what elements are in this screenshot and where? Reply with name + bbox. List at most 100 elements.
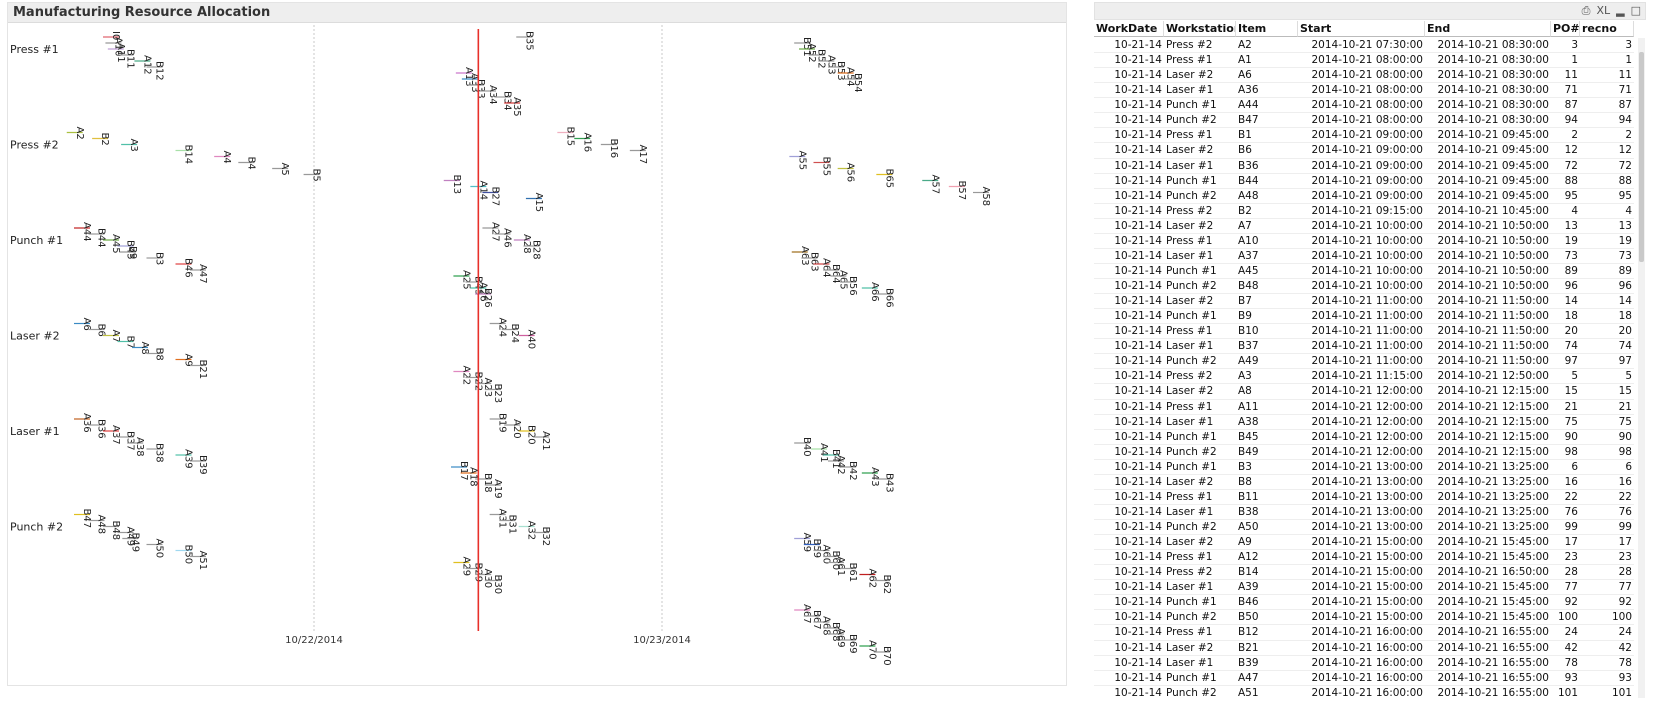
table-row[interactable]: 10-21-14 Punch #1 B3 2014-10-21 13:00:00 201… [1094, 460, 1634, 475]
table-row[interactable]: 10-21-14 Punch #2 B49 2014-10-21 12:00:00 20… [1094, 445, 1634, 460]
table-row[interactable]: 10-21-14 Press #1 B11 2014-10-21 13:00:00 20… [1094, 490, 1634, 505]
table-row[interactable]: 10-21-14 Punch #2 A51 2014-10-21 16:00:00 20… [1094, 686, 1634, 698]
table-cell: 2014-10-21 11:50:00 [1437, 325, 1549, 338]
table-row[interactable]: 10-21-14 Punch #2 A48 2014-10-21 09:00:00 20… [1094, 189, 1634, 204]
column-header-workdate[interactable]: WorkDate [1094, 21, 1164, 37]
table-cell: 10-21-14 [1114, 521, 1162, 533]
column-header-start[interactable]: Start [1298, 21, 1425, 37]
table-row[interactable]: 10-21-14 Punch #2 A50 2014-10-21 13:00:00 20… [1094, 520, 1634, 536]
task-label: B31 [506, 515, 517, 535]
table-cell: 2014-10-21 13:25:00 [1437, 460, 1549, 473]
table-row[interactable]: 10-21-14 Laser #1 A39 2014-10-21 15:00:00 20… [1094, 580, 1634, 596]
table-row[interactable]: 10-21-14 Laser #1 B37 2014-10-21 11:00:00 20… [1094, 339, 1634, 355]
table-row[interactable]: 10-21-14 Press #1 B10 2014-10-21 11:00:00 20… [1094, 324, 1634, 340]
table-row[interactable]: 10-21-14 Punch #1 B44 2014-10-21 09:00:00 20… [1094, 174, 1634, 189]
table-row[interactable]: 10-21-14 Laser #2 A9 2014-10-21 15:00:00 201… [1094, 535, 1634, 551]
table-cell: 12 [1564, 144, 1578, 157]
table-body[interactable]: 10-21-14 Press #2 A2 2014-10-21 07:30:00 201… [1094, 38, 1634, 698]
task-label: B66 [883, 288, 894, 308]
table-cell: 23 [1618, 551, 1632, 564]
table-cell: 2014-10-21 09:45:00 [1437, 174, 1549, 187]
table-row[interactable]: 10-21-14 Laser #1 A38 2014-10-21 12:00:00 20… [1094, 415, 1634, 430]
table-cell: 2014-10-21 16:55:00 [1437, 686, 1549, 698]
table-row[interactable]: 10-21-14 Punch #1 A44 2014-10-21 08:00:00 20… [1094, 98, 1634, 114]
minimize-icon[interactable]: ▂ [1616, 4, 1625, 17]
task-label: A56 [845, 163, 856, 183]
table-row[interactable]: 10-21-14 Punch #1 B9 2014-10-21 11:00:00 201… [1094, 309, 1634, 325]
table-row[interactable]: 10-21-14 Laser #1 B38 2014-10-21 13:00:00 20… [1094, 505, 1634, 520]
table-row[interactable]: 10-21-14 Punch #2 B48 2014-10-21 10:00:00 20… [1094, 279, 1634, 295]
print-icon[interactable]: ⎙ [1581, 4, 1591, 17]
table-row[interactable]: 10-21-14 Press #1 A12 2014-10-21 15:00:00 20… [1094, 550, 1634, 566]
table-row[interactable]: 10-21-14 Laser #1 B36 2014-10-21 09:00:00 20… [1094, 159, 1634, 174]
table-cell: 76 [1618, 505, 1632, 518]
table-cell: A10 [1238, 234, 1259, 247]
table-row[interactable]: 10-21-14 Press #1 A10 2014-10-21 10:00:00 20… [1094, 234, 1634, 249]
task-label: B5 [311, 169, 322, 182]
task-label: B8 [154, 348, 165, 361]
table-row[interactable]: 10-21-14 Laser #2 B21 2014-10-21 16:00:00 20… [1094, 641, 1634, 656]
table-cell: 10-21-14 [1114, 596, 1162, 609]
table-scrollbar[interactable] [1638, 38, 1645, 698]
table-row[interactable]: 10-21-14 Laser #1 B39 2014-10-21 16:00:00 20… [1094, 656, 1634, 671]
table-row[interactable]: 10-21-14 Punch #1 B45 2014-10-21 12:00:00 20… [1094, 430, 1634, 445]
task-label: B18 [482, 473, 493, 493]
table-row[interactable]: 10-21-14 Press #2 A3 2014-10-21 11:15:00 201… [1094, 369, 1634, 385]
table-cell: 74 [1564, 340, 1578, 353]
table-cell: 4 [1625, 204, 1632, 217]
table-scroll-thumb[interactable] [1639, 52, 1644, 262]
table-row[interactable]: 10-21-14 Laser #1 A36 2014-10-21 08:00:00 20… [1094, 83, 1634, 99]
table-cell: B49 [1238, 445, 1259, 458]
table-row[interactable]: 10-21-14 Laser #2 B8 2014-10-21 13:00:00 201… [1094, 475, 1634, 490]
table-cell: 92 [1618, 596, 1632, 609]
table-row[interactable]: 10-21-14 Laser #1 A37 2014-10-21 10:00:00 20… [1094, 249, 1634, 264]
table-row[interactable]: 10-21-14 Press #1 A1 2014-10-21 08:00:00 201… [1094, 53, 1634, 69]
table-cell: Laser #1 [1166, 505, 1214, 518]
table-row[interactable]: 10-21-14 Press #1 B1 2014-10-21 09:00:00 201… [1094, 128, 1634, 144]
table-cell: 2014-10-21 11:50:00 [1437, 295, 1549, 308]
column-header-po[interactable]: PO# [1551, 21, 1580, 37]
table-row[interactable]: 10-21-14 Press #2 B2 2014-10-21 09:15:00 201… [1094, 204, 1634, 219]
table-row[interactable]: 10-21-14 Laser #2 B6 2014-10-21 09:00:00 201… [1094, 143, 1634, 159]
table-cell: 2014-10-21 08:00:00 [1311, 99, 1423, 112]
excel-icon[interactable]: XL [1596, 4, 1611, 17]
table-row[interactable]: 10-21-14 Press #1 A11 2014-10-21 12:00:00 20… [1094, 400, 1634, 415]
table-row[interactable]: 10-21-14 Punch #2 B50 2014-10-21 15:00:00 20… [1094, 610, 1634, 626]
table-cell: 2014-10-21 09:15:00 [1311, 204, 1423, 217]
table-row[interactable]: 10-21-14 Laser #2 A8 2014-10-21 12:00:00 201… [1094, 384, 1634, 400]
timeline-chart[interactable]: 10/22/2014 10/23/2014 Press #1 Press #2 Punc… [8, 23, 1066, 685]
table-cell: 10-21-14 [1114, 400, 1162, 413]
table-cell: 2014-10-21 13:25:00 [1437, 505, 1549, 518]
column-header-workstation[interactable]: Workstation [1164, 21, 1236, 37]
table-row[interactable]: 10-21-14 Punch #2 B47 2014-10-21 08:00:00 20… [1094, 113, 1634, 129]
table-cell: B50 [1238, 611, 1259, 624]
column-header-end[interactable]: End [1425, 21, 1551, 37]
table-cell: 100 [1557, 611, 1578, 624]
table-cell: 2014-10-21 12:15:00 [1437, 385, 1549, 398]
table-row[interactable]: 10-21-14 Punch #1 B46 2014-10-21 15:00:00 20… [1094, 595, 1634, 611]
table-row[interactable]: 10-21-14 Press #2 A2 2014-10-21 07:30:00 201… [1094, 38, 1634, 54]
task-label: B15 [564, 127, 575, 147]
column-header-item[interactable]: Item [1236, 21, 1298, 37]
maximize-icon[interactable]: □ [1630, 4, 1641, 17]
table-row[interactable]: 10-21-14 Punch #2 A49 2014-10-21 11:00:00 20… [1094, 354, 1634, 370]
table-row[interactable]: 10-21-14 Press #2 B14 2014-10-21 15:00:00 20… [1094, 565, 1634, 581]
table-row[interactable]: 10-21-14 Punch #1 A47 2014-10-21 16:00:00 20… [1094, 671, 1634, 686]
table-row[interactable]: 10-21-14 Punch #1 A45 2014-10-21 10:00:00 20… [1094, 264, 1634, 279]
table-cell: 75 [1564, 415, 1578, 428]
table-row[interactable]: 10-21-14 Laser #2 A7 2014-10-21 10:00:00 201… [1094, 219, 1634, 234]
table-row[interactable]: 10-21-14 Press #1 B12 2014-10-21 16:00:00 20… [1094, 625, 1634, 641]
table-cell: 10-21-14 [1114, 84, 1162, 97]
task-label: A52 [806, 43, 817, 63]
task-label: A9 [183, 354, 194, 367]
task-label: B60 [830, 551, 841, 571]
table-row[interactable]: 10-21-14 Laser #2 A6 2014-10-21 08:00:00 201… [1094, 68, 1634, 84]
table-cell: 2014-10-21 10:50:00 [1437, 234, 1549, 247]
task-label: A41 [818, 443, 829, 463]
row-label: Press #2 [10, 139, 59, 152]
table-cell: B44 [1238, 174, 1259, 187]
table-cell: Punch #1 [1166, 99, 1217, 112]
table-row[interactable]: 10-21-14 Laser #2 B7 2014-10-21 11:00:00 201… [1094, 294, 1634, 310]
column-header-recno[interactable]: recno [1580, 21, 1634, 37]
table-cell: 2014-10-21 08:00:00 [1311, 69, 1423, 82]
